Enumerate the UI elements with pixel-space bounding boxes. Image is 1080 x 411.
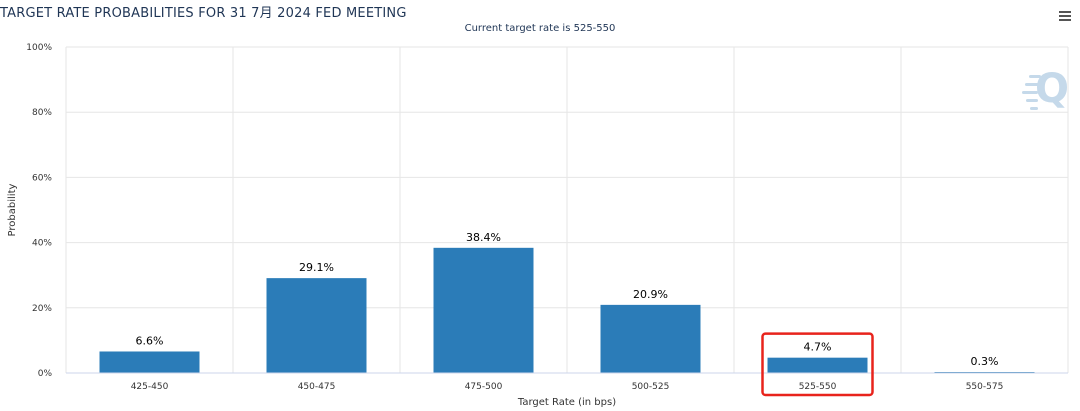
axis-layer: 0% 20% 40% 60% 80% 100% 425-450 450-475 475-500 5…	[7, 43, 1068, 408]
chart-subtitle: Current target rate is 525-550	[464, 23, 616, 34]
y-tick-label: 20%	[32, 304, 52, 314]
data-label: 6.6%	[136, 334, 164, 347]
bar	[266, 278, 367, 373]
x-tick-label: 475-500	[465, 382, 503, 392]
chart-title: TARGET RATE PROBABILITIES FOR 31 7月 2024…	[0, 6, 407, 21]
y-tick-label: 0%	[38, 369, 53, 379]
x-tick-label: 525-550	[799, 382, 837, 392]
bar	[767, 357, 868, 373]
y-tick-label: 80%	[32, 108, 52, 118]
y-axis-title: Probability	[7, 183, 18, 236]
bar	[600, 304, 701, 373]
data-label: 4.7%	[804, 341, 832, 354]
data-label: 29.1%	[299, 261, 334, 274]
grid-layer	[65, 46, 1069, 373]
x-tick-label: 500-525	[632, 382, 670, 392]
y-tick-label: 100%	[26, 43, 52, 53]
y-tick-label: 60%	[32, 173, 52, 183]
x-tick-label: 550-575	[966, 382, 1004, 392]
menu-line-icon	[1059, 19, 1071, 21]
y-tick-label: 40%	[32, 239, 52, 249]
labels-layer: 6.6% 29.1% 38.4% 20.9% 4.7% 0.3%	[136, 231, 999, 368]
menu-line-icon	[1059, 11, 1071, 13]
highlight-layer	[761, 332, 874, 397]
highlight-box	[761, 332, 874, 397]
svg-text:Q: Q	[1035, 66, 1069, 112]
x-tick-label: 450-475	[298, 382, 336, 392]
hamburger-menu-icon[interactable]	[1056, 8, 1074, 24]
data-label: 20.9%	[633, 288, 668, 301]
data-label: 38.4%	[466, 231, 501, 244]
bar	[99, 351, 200, 373]
bar	[433, 247, 534, 373]
bars-layer	[99, 247, 1035, 373]
q-logo-icon: Q	[1022, 66, 1069, 112]
menu-line-icon	[1059, 15, 1071, 17]
x-axis-title: Target Rate (in bps)	[517, 397, 616, 408]
x-tick-label: 425-450	[131, 382, 169, 392]
data-label: 0.3%	[971, 355, 999, 368]
